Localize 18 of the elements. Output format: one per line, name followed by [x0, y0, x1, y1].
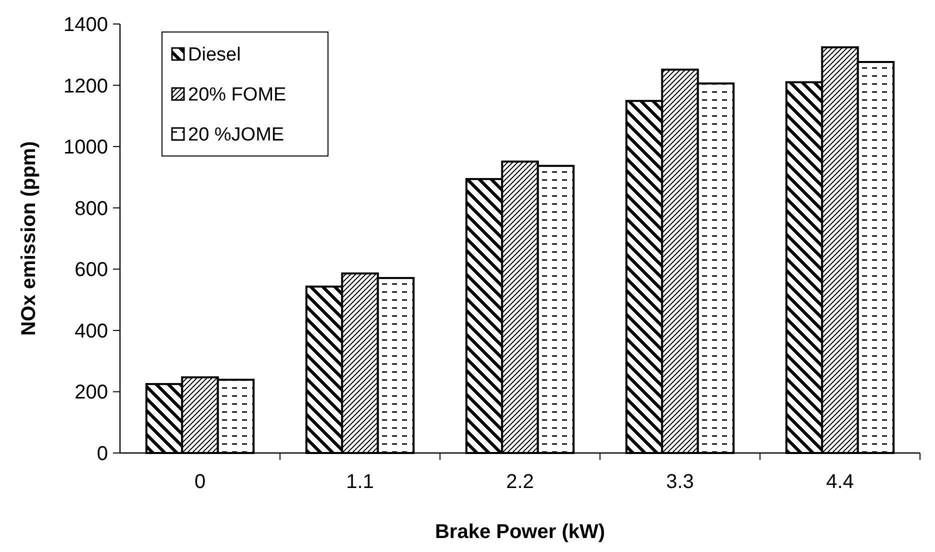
legend-label: Diesel [188, 44, 241, 66]
x-tick-label: 2.2 [506, 471, 534, 493]
x-axis-title: Brake Power (kW) [434, 521, 606, 543]
x-tick-label: 0 [194, 471, 206, 493]
y-tick-label: 1200 [64, 75, 108, 98]
y-tick-label: 200 [74, 382, 108, 404]
y-tick-label: 800 [74, 198, 108, 220]
x-tick-label: 3.3 [666, 471, 694, 493]
y-tick-label: 600 [74, 259, 108, 282]
x-tick-label: 4.4 [826, 471, 854, 493]
y-tick-label: 0 [96, 443, 108, 465]
y-axis-title: NOx emission (ppm) [18, 141, 40, 336]
x-tick-label: 1.1 [346, 471, 374, 493]
y-tick-label: 400 [74, 320, 108, 342]
y-tick-label: 1000 [64, 136, 108, 159]
legend-label: 20 %JOME [188, 124, 284, 146]
legend-label: 20% FOME [188, 84, 286, 106]
y-tick-label: 1400 [64, 14, 108, 36]
